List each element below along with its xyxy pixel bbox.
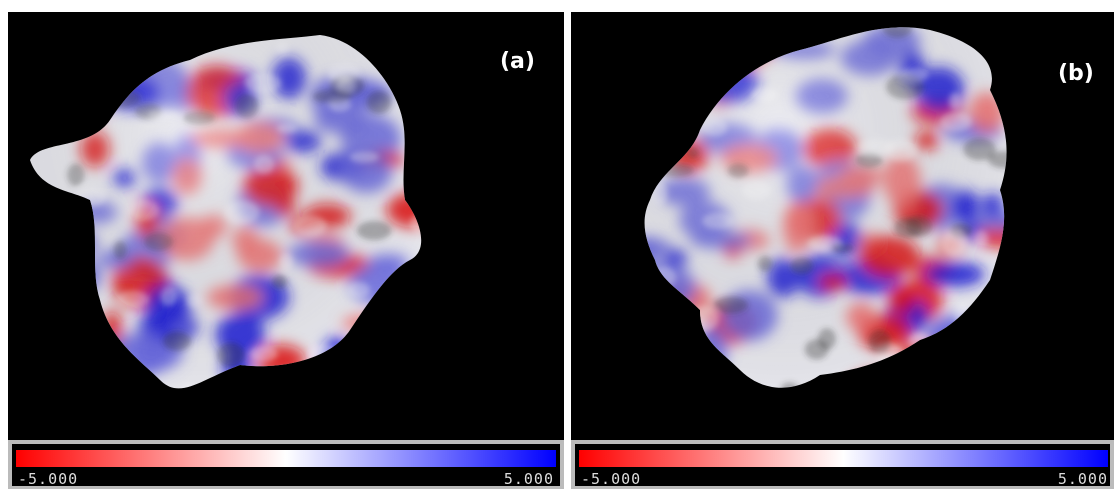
panel-label: (b) [1058, 61, 1094, 86]
colorbar [16, 450, 556, 467]
panel-a: (a) -5.000 5.000 [0, 0, 564, 489]
figure: (a) -5.000 5.000 (b) -5.000 5.000 [0, 0, 1114, 489]
colorbar [579, 450, 1108, 467]
colorbar-max: 5.000 [504, 470, 554, 488]
colorbar-min: -5.000 [18, 470, 78, 488]
colorbar-min: -5.000 [581, 470, 641, 488]
panel-b: (b) -5.000 5.000 [571, 0, 1114, 489]
panel-label: (a) [500, 49, 535, 74]
colorbar-max: 5.000 [1058, 470, 1108, 488]
